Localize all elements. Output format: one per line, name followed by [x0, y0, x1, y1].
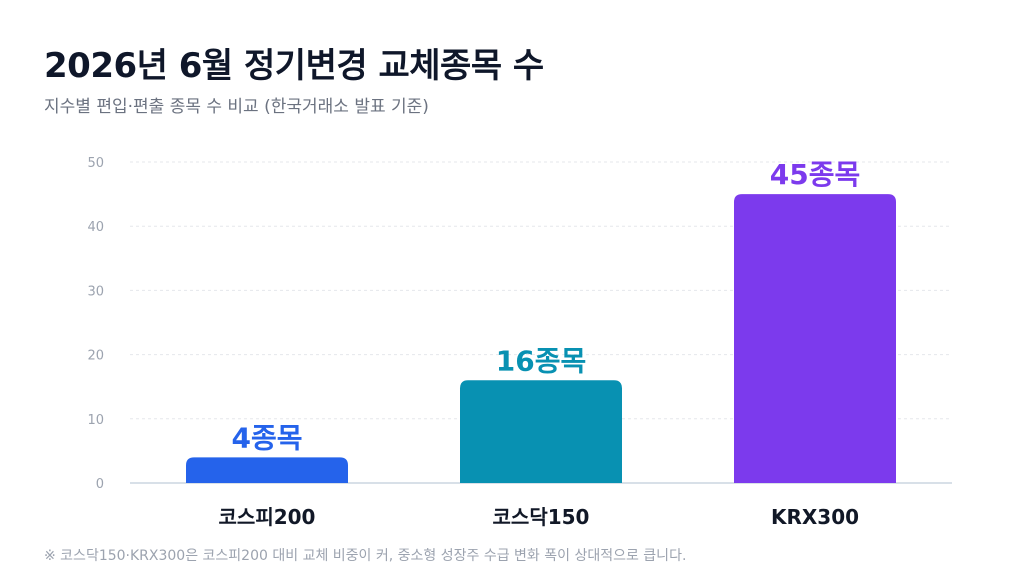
x-category-label: 코스닥150 [493, 505, 590, 529]
data-labels: 4종목 16종목 45종목 [231, 158, 860, 454]
data-label: 4종목 [231, 421, 302, 454]
bars [186, 194, 896, 483]
page-title: 2026년 6월 정기변경 교체종목 수 [44, 46, 544, 86]
y-tick-label: 20 [87, 349, 104, 364]
y-axis-ticks: 0 10 20 30 40 50 [87, 156, 104, 492]
data-label: 45종목 [770, 158, 861, 191]
x-category-label: KRX300 [771, 505, 859, 529]
y-tick-label: 40 [87, 220, 104, 235]
x-category-label: 코스피200 [219, 505, 316, 529]
bar [460, 380, 622, 483]
x-axis-categories: 코스피200 코스닥150 KRX300 [219, 505, 860, 529]
page-subtitle: 지수별 편입·편출 종목 수 비교 (한국거래소 발표 기준) [44, 97, 429, 117]
bar [734, 194, 896, 483]
y-tick-label: 30 [87, 284, 104, 299]
y-tick-label: 10 [87, 413, 104, 428]
bar [186, 457, 348, 483]
footnote: ※ 코스닥150·KRX300은 코스피200 대비 교체 비중이 커, 중소형… [44, 548, 687, 564]
y-tick-label: 50 [87, 156, 104, 171]
data-label: 16종목 [496, 344, 587, 377]
y-tick-label: 0 [96, 477, 104, 492]
